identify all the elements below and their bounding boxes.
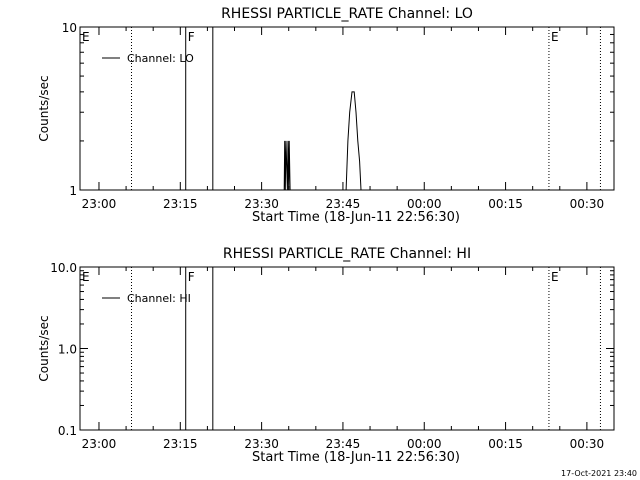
x-tick-label: 00:15	[488, 437, 523, 451]
x-tick-label: 23:45	[326, 437, 361, 451]
x-tick-label: 00:00	[407, 197, 442, 211]
marker-label: E	[551, 30, 559, 44]
chart-title: RHESSI PARTICLE_RATE Channel: LO	[221, 6, 473, 22]
x-tick-label: 00:15	[488, 197, 523, 211]
y-tick-label: 1	[69, 184, 77, 198]
y-tick-label: 10	[62, 21, 77, 35]
x-tick-label: 00:30	[570, 197, 605, 211]
x-axis-label: Start Time (18-Jun-11 22:56:30)	[252, 210, 460, 225]
footer-timestamp: 17-Oct-2021 23:40	[561, 469, 637, 478]
x-tick-label: 00:30	[570, 437, 605, 451]
legend-label: Channel: HI	[127, 292, 191, 305]
y-axis-label: Counts/sec	[37, 75, 51, 141]
marker-label: E	[551, 270, 559, 284]
marker-label: F	[188, 270, 195, 284]
x-tick-label: 23:00	[82, 197, 117, 211]
x-tick-label: 23:15	[163, 197, 198, 211]
x-tick-label: 23:30	[244, 437, 279, 451]
x-tick-label: 00:00	[407, 437, 442, 451]
x-axis-label: Start Time (18-Jun-11 22:56:30)	[252, 450, 460, 465]
y-tick-label: 1.0	[58, 343, 77, 357]
marker-label: E	[82, 270, 90, 284]
y-axis-label: Counts/sec	[37, 315, 51, 381]
marker-label: F	[188, 30, 195, 44]
y-tick-label: 10.0	[50, 261, 77, 275]
x-tick-label: 23:45	[326, 197, 361, 211]
chart-title: RHESSI PARTICLE_RATE Channel: HI	[223, 246, 471, 262]
x-tick-label: 23:00	[82, 437, 117, 451]
y-tick-label: 0.1	[58, 424, 77, 438]
x-tick-label: 23:15	[163, 437, 198, 451]
marker-label: E	[82, 30, 90, 44]
x-tick-label: 23:30	[244, 197, 279, 211]
legend-label: Channel: LO	[127, 52, 194, 65]
